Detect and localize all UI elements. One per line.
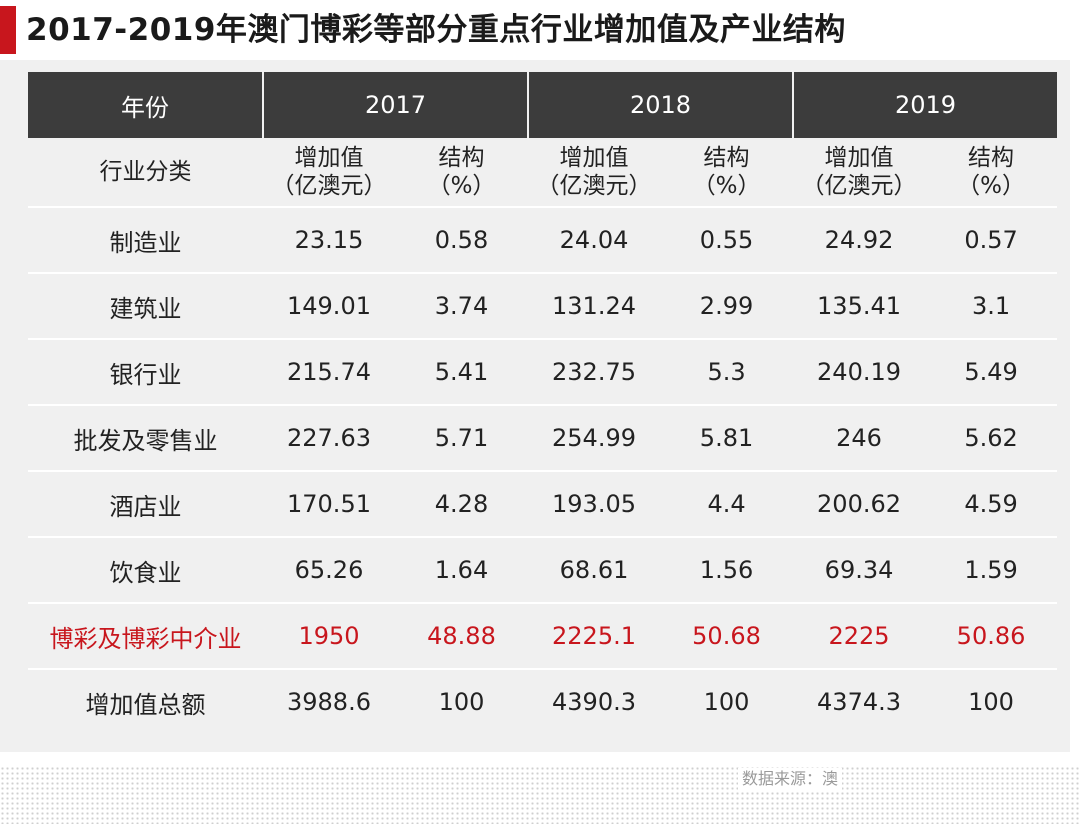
row-category: 饮食业 [28,537,263,604]
share-2019: 1.59 [925,537,1058,604]
value-header-line1: 增加值 [559,145,629,171]
value-2018: 24.04 [528,207,661,274]
share-2019: 50.86 [925,603,1058,670]
share-header-2017: 结构 （%） [395,138,529,208]
value-header-line2: （亿澳元） [271,173,387,199]
share-header-line1: 结构 [438,145,485,171]
value-2019: 240.19 [793,339,926,406]
value-2018: 68.61 [528,537,661,604]
share-2017: 4.28 [395,471,529,538]
value-2018: 193.05 [528,471,661,538]
share-2017: 48.88 [395,603,529,670]
value-2017: 170.51 [263,471,395,538]
share-2018: 5.81 [660,405,794,472]
value-header-2017: 增加值 （亿澳元） [263,138,395,208]
value-2018: 131.24 [528,273,661,340]
share-2019: 100 [968,688,1014,716]
value-2017: 149.01 [263,273,395,340]
row-category: 博彩及博彩中介业 [28,603,263,670]
title-accent-bar [0,6,16,54]
row-category: 酒店业 [28,471,263,538]
share-2017: 3.74 [395,273,529,340]
value-2018: 254.99 [528,405,661,472]
share-2019: 4.59 [925,471,1058,538]
value-2017: 3988.6 [287,688,371,716]
row-category: 增加值总额 [85,690,206,719]
share-header-line1: 结构 [703,145,750,171]
value-2019: 200.62 [793,471,926,538]
row-category: 批发及零售业 [28,405,263,472]
value-2017: 1950 [263,603,395,670]
column-subheader-row: 行业分类 增加值 （亿澳元） 结构 （%） 增加值 （亿澳元） 结构 （%） 增加值 （亿… [28,138,1058,208]
share-2017: 1.64 [395,537,529,604]
value-2018: 2225.1 [528,603,661,670]
share-2019: 5.49 [925,339,1058,406]
table-row-gaming: 博彩及博彩中介业 1950 48.88 2225.1 50.68 2225 50… [28,603,1058,670]
share-2019: 5.62 [925,405,1058,472]
year-2019-header: 2019 [793,72,1058,138]
value-header-line1: 增加值 [294,145,364,171]
share-2017: 5.41 [395,339,529,406]
category-label-cell: 行业分类 [28,138,263,208]
share-2018: 0.55 [660,207,794,274]
year-2017-header: 2017 [263,72,530,138]
value-2019: 2225 [793,603,926,670]
table-row-hotel: 酒店业 170.51 4.28 193.05 4.4 200.62 4.59 [28,471,1058,538]
table-row-wholesale-retail: 批发及零售业 227.63 5.71 254.99 5.81 246 5.62 [28,405,1058,472]
share-2019: 3.1 [925,273,1058,340]
share-header-line2: （%） [957,173,1025,199]
share-2019: 0.57 [925,207,1058,274]
value-2017: 23.15 [263,207,395,274]
value-2019: 4374.3 [817,688,902,716]
value-2018: 4390.3 [552,688,636,716]
value-2019: 69.34 [793,537,926,604]
share-header-line1: 结构 [968,145,1015,171]
table-row-manufacturing: 制造业 23.15 0.58 24.04 0.55 24.92 0.57 [28,207,1058,274]
year-label-cell: 年份 [28,72,264,138]
share-2017: 100 [438,688,485,716]
row-category: 制造业 [28,207,263,274]
value-2019: 135.41 [793,273,926,340]
value-2017: 65.26 [263,537,395,604]
value-2017: 215.74 [263,339,395,406]
table-row-banking: 银行业 215.74 5.41 232.75 5.3 240.19 5.49 [28,339,1058,406]
table-row-total: 增加值总额 3988.6 100 4390.3 100 4374.3 100 [28,669,1057,734]
share-2018: 4.4 [660,471,794,538]
year-2018-header: 2018 [528,72,795,138]
value-header-line2: （亿澳元） [801,173,917,199]
share-header-2019: 结构 （%） [925,138,1058,208]
value-2019: 24.92 [793,207,926,274]
share-2018: 1.56 [660,537,794,604]
share-2018: 2.99 [660,273,794,340]
dotted-footer-band [0,766,1080,824]
value-header-line1: 增加值 [824,145,894,171]
share-header-line2: （%） [427,173,496,199]
value-header-2019: 增加值 （亿澳元） [793,138,926,208]
value-2017: 227.63 [263,405,395,472]
share-2018: 50.68 [660,603,794,670]
page-title: 2017-2019年澳门博彩等部分重点行业增加值及产业结构 [26,12,846,48]
row-category: 银行业 [28,339,263,406]
table-row-construction: 建筑业 149.01 3.74 131.24 2.99 135.41 3.1 [28,273,1058,340]
industry-value-table: 年份 2017 2018 2019 行业分类 增加值 （亿澳元） 结构 （%） 增加… [28,72,1058,734]
value-header-line2: （亿澳元） [536,173,652,199]
value-2019: 246 [793,405,926,472]
year-header-row: 年份 2017 2018 2019 [28,72,1058,138]
share-2017: 5.71 [395,405,529,472]
share-2017: 0.58 [395,207,529,274]
share-2018: 5.3 [660,339,794,406]
source-note: 数据来源：澳 [738,768,843,790]
table-row-catering: 饮食业 65.26 1.64 68.61 1.56 69.34 1.59 [28,537,1058,604]
value-header-2018: 增加值 （亿澳元） [528,138,661,208]
share-2018: 100 [703,688,750,716]
value-2018: 232.75 [528,339,661,406]
share-header-2018: 结构 （%） [660,138,794,208]
row-category: 建筑业 [28,273,263,340]
share-header-line2: （%） [692,173,761,199]
